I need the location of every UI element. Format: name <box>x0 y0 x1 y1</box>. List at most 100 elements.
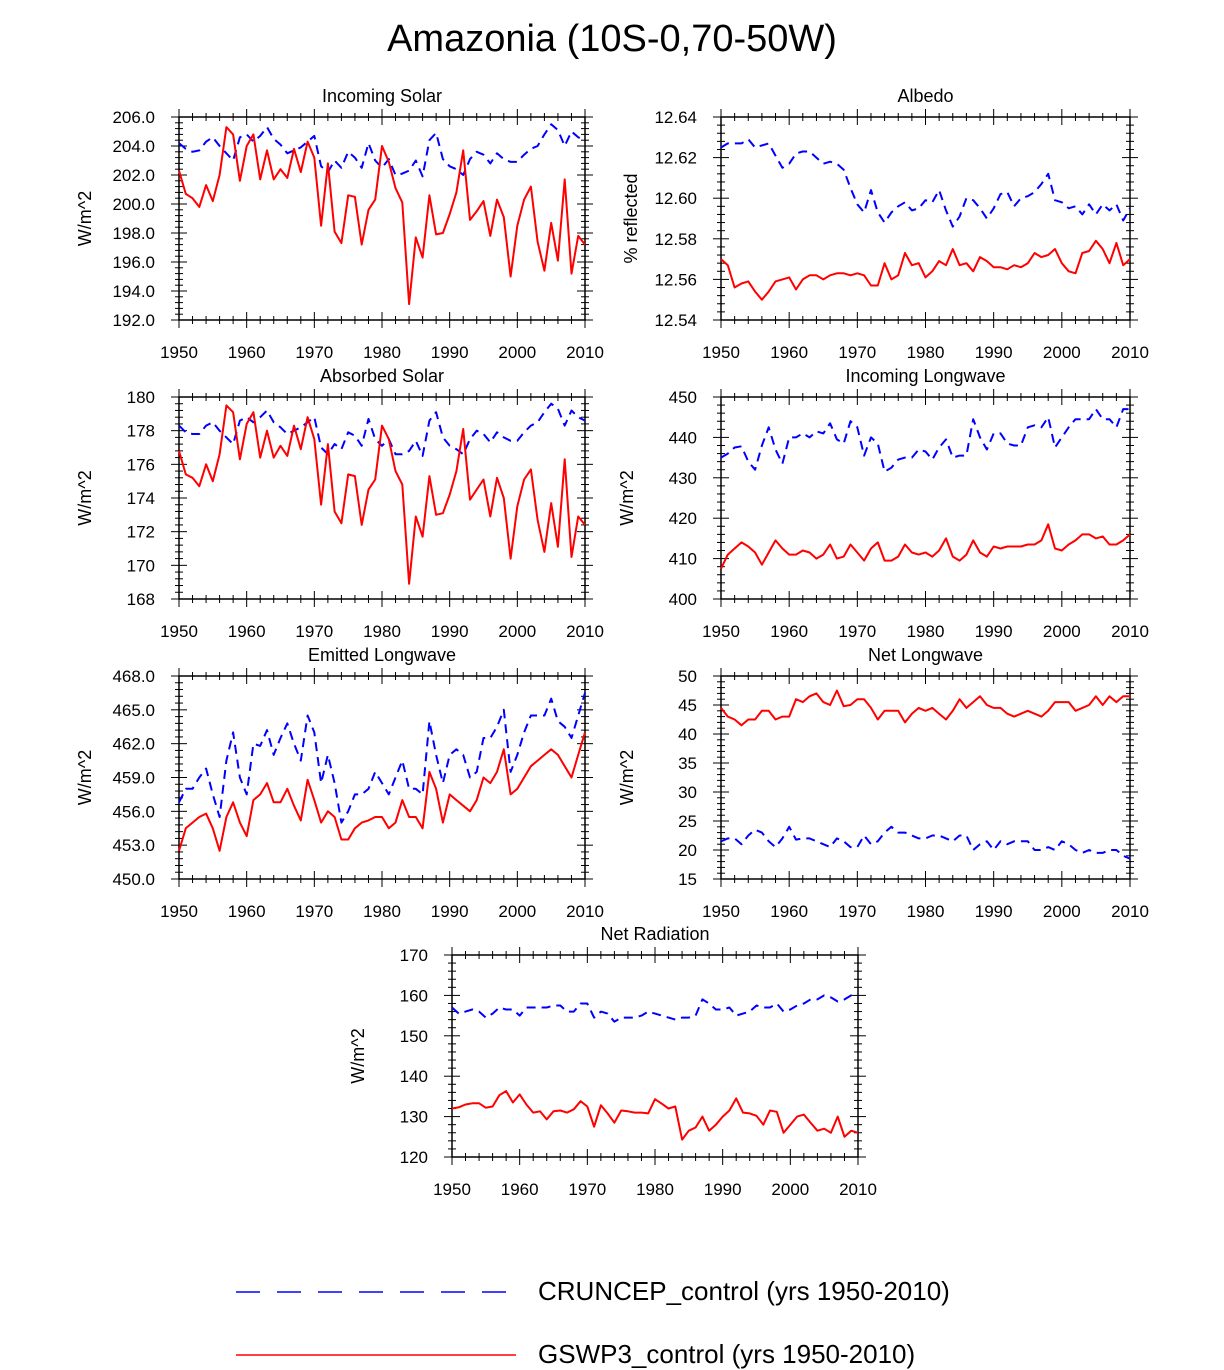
panel-title: Incoming Longwave <box>845 366 1005 386</box>
y-axis-label: W/m^2 <box>75 191 95 246</box>
x-tick-label: 1960 <box>770 902 808 921</box>
panel-albedo: 1950 1960 1970 1980 1990 2000 2010 12.54 12.56 12… <box>621 86 1149 362</box>
x-tick-label: 2010 <box>839 1180 877 1199</box>
y-tick-label: 192.0 <box>112 311 155 330</box>
plot-frame <box>720 675 1131 880</box>
x-tick-label: 1980 <box>907 902 945 921</box>
y-tick-label: 204.0 <box>112 137 155 156</box>
y-tick-label: 440 <box>669 428 697 447</box>
x-tick-label: 1960 <box>501 1180 539 1199</box>
y-tick-label: 180 <box>127 388 155 407</box>
x-tick-label: 1970 <box>838 343 876 362</box>
y-tick-label: 206.0 <box>112 108 155 127</box>
plot-frame <box>720 116 1131 321</box>
y-axis-label: % reflected <box>621 173 641 263</box>
y-tick-label: 172 <box>127 523 155 542</box>
y-tick-label: 410 <box>669 550 697 569</box>
y-tick-label: 174 <box>127 489 155 508</box>
y-tick-label: 176 <box>127 455 155 474</box>
y-tick-label: 45 <box>678 696 697 715</box>
x-tick-label: 2000 <box>771 1180 809 1199</box>
x-tick-label: 2010 <box>1111 622 1149 641</box>
y-tick-label: 40 <box>678 725 697 744</box>
x-tick-label: 1990 <box>431 622 469 641</box>
legend <box>236 1291 516 1356</box>
y-tick-label: 12.64 <box>654 108 697 127</box>
x-tick-label: 2000 <box>498 902 536 921</box>
panel-emitted-longwave: 1950 1960 1970 1980 1990 2000 2010 450.0 453.0 45… <box>75 645 604 921</box>
x-tick-label: 1990 <box>704 1180 742 1199</box>
y-tick-label: 450 <box>669 388 697 407</box>
x-tick-label: 1990 <box>431 902 469 921</box>
x-tick-label: 1980 <box>636 1180 674 1199</box>
y-tick-label: 456.0 <box>112 802 155 821</box>
series-line-gswp3 <box>720 523 1131 570</box>
x-tick-label: 1950 <box>160 343 198 362</box>
panel-title: Incoming Solar <box>322 86 442 106</box>
series-line-gswp3 <box>720 239 1131 301</box>
y-tick-label: 170 <box>400 946 428 965</box>
x-tick-label: 2000 <box>1043 622 1081 641</box>
x-tick-label: 2010 <box>1111 902 1149 921</box>
x-tick-label: 1960 <box>770 622 808 641</box>
x-tick-label: 1950 <box>702 622 740 641</box>
x-tick-label: 2010 <box>1111 343 1149 362</box>
series-line-cruncep <box>178 692 586 824</box>
y-tick-label: 140 <box>400 1067 428 1086</box>
y-tick-label: 12.58 <box>654 230 697 249</box>
y-tick-label: 196.0 <box>112 253 155 272</box>
y-axis-label: W/m^2 <box>348 1028 368 1083</box>
y-tick-label: 194.0 <box>112 282 155 301</box>
x-tick-label: 1980 <box>907 343 945 362</box>
y-tick-label: 120 <box>400 1148 428 1167</box>
legend-label-gswp3: GSWP3_control (yrs 1950-2010) <box>538 1339 916 1369</box>
panel-incoming-longwave: 1950 1960 1970 1980 1990 2000 2010 400 410 420 430… <box>617 366 1149 641</box>
y-tick-label: 15 <box>678 870 697 889</box>
y-tick-label: 462.0 <box>112 735 155 754</box>
x-tick-label: 2000 <box>1043 902 1081 921</box>
series-line-cruncep <box>451 994 859 1023</box>
x-tick-label: 2010 <box>566 343 604 362</box>
y-tick-label: 20 <box>678 841 697 860</box>
y-tick-label: 12.56 <box>654 270 697 289</box>
x-tick-label: 1950 <box>160 622 198 641</box>
series-line-cruncep <box>178 402 586 457</box>
plot-frame <box>451 954 859 1158</box>
y-tick-label: 160 <box>400 986 428 1005</box>
series-line-gswp3 <box>178 732 586 852</box>
x-tick-label: 1980 <box>363 343 401 362</box>
y-tick-label: 30 <box>678 783 697 802</box>
y-tick-label: 12.62 <box>654 149 697 168</box>
x-tick-label: 1990 <box>975 343 1013 362</box>
x-tick-label: 1950 <box>702 343 740 362</box>
x-tick-label: 1960 <box>228 622 266 641</box>
x-tick-label: 1980 <box>363 902 401 921</box>
y-tick-label: 150 <box>400 1027 428 1046</box>
y-tick-label: 453.0 <box>112 836 155 855</box>
panel-title: Net Longwave <box>868 645 983 665</box>
x-tick-label: 1980 <box>907 622 945 641</box>
panel-title: Absorbed Solar <box>320 366 444 386</box>
x-tick-label: 2010 <box>566 902 604 921</box>
y-tick-label: 50 <box>678 667 697 686</box>
x-tick-label: 1970 <box>838 622 876 641</box>
series-line-gswp3 <box>178 126 586 306</box>
y-axis-label: W/m^2 <box>75 750 95 805</box>
y-tick-label: 430 <box>669 469 697 488</box>
x-tick-label: 2000 <box>498 622 536 641</box>
y-tick-label: 12.54 <box>654 311 697 330</box>
x-tick-label: 1970 <box>295 622 333 641</box>
y-tick-label: 35 <box>678 754 697 773</box>
x-tick-label: 2000 <box>498 343 536 362</box>
y-tick-label: 198.0 <box>112 224 155 243</box>
y-tick-label: 420 <box>669 509 697 528</box>
y-tick-label: 130 <box>400 1108 428 1127</box>
x-tick-label: 1980 <box>363 622 401 641</box>
x-tick-label: 1950 <box>702 902 740 921</box>
y-tick-label: 178 <box>127 422 155 441</box>
panel-title: Albedo <box>897 86 953 106</box>
x-tick-label: 1970 <box>295 902 333 921</box>
panel-absorbed-solar: 1950 1960 1970 1980 1990 2000 2010 168 170 172 174… <box>75 366 604 641</box>
x-tick-label: 1950 <box>433 1180 471 1199</box>
